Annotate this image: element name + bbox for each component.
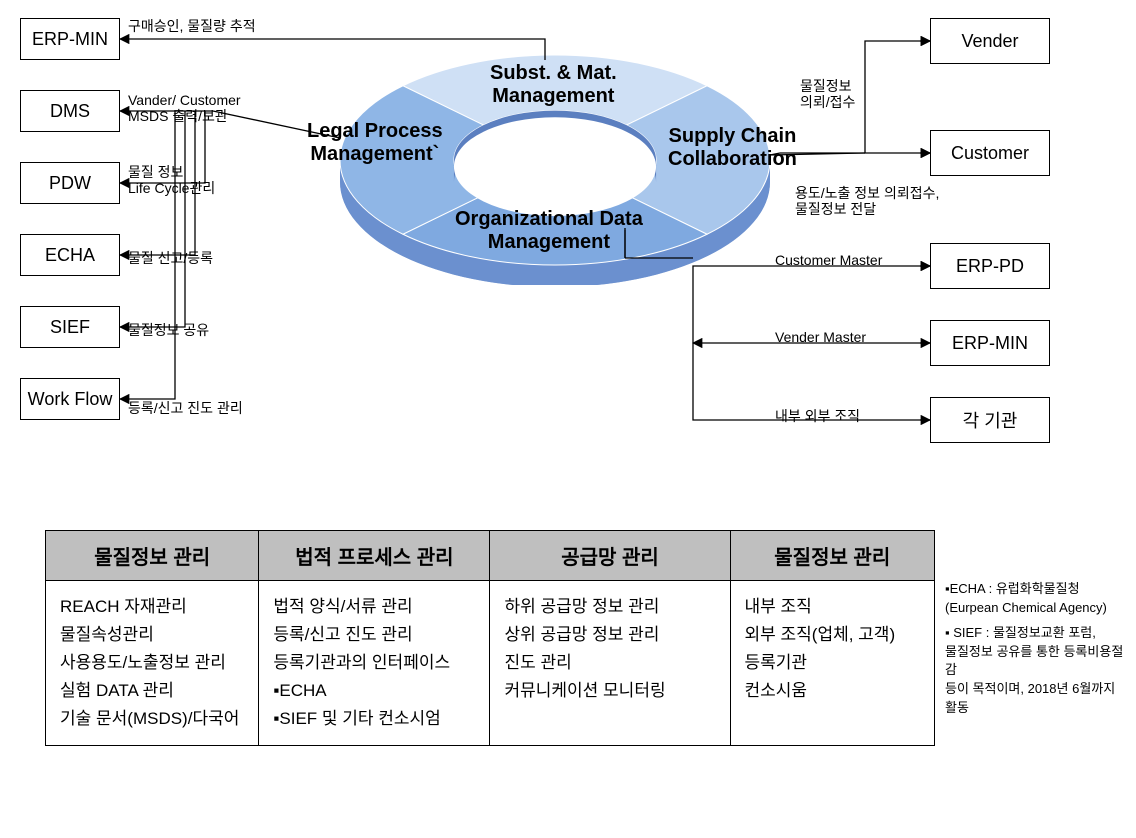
table-header-row: 물질정보 관리법적 프로세스 관리공급망 관리물질정보 관리: [46, 531, 935, 581]
table-header-2: 공급망 관리: [490, 531, 730, 581]
edge-label-e-vender: 물질정보의뢰/접수: [800, 78, 855, 110]
edge-label-e-customer: 용도/노출 정보 의뢰접수,물질정보 전달: [795, 185, 939, 217]
right-box-erp-min-r: ERP-MIN: [930, 320, 1050, 366]
category-table: 물질정보 관리법적 프로세스 관리공급망 관리물질정보 관리 REACH 자재관…: [45, 530, 935, 746]
table-cell-2: 하위 공급망 정보 관리상위 공급망 정보 관리진도 관리커뮤니케이션 모니터링: [490, 581, 730, 746]
edge-label-e-erp-pd: Customer Master: [775, 252, 882, 268]
right-box-orgs: 각 기관: [930, 397, 1050, 443]
table-header-0: 물질정보 관리: [46, 531, 259, 581]
edge-label-e-workflow: 등록/신고 진도 관리: [128, 398, 243, 418]
right-box-vender: Vender: [930, 18, 1050, 64]
left-box-erp-min-l: ERP-MIN: [20, 18, 120, 60]
edge-label-e-erp-min-l: 구매승인, 물질량 추적: [128, 16, 256, 36]
table-cell-1: 법적 양식/서류 관리등록/신고 진도 관리등록기관과의 인터페이스▪ECHA▪…: [259, 581, 490, 746]
system-architecture-diagram: ERP-MIN DMS PDW ECHA SIEF Work Flow Vender Cust…: [0, 0, 1136, 500]
edge-label-e-sief: 물질정보 공유: [128, 320, 209, 340]
edge-label-e-orgs: 내부 외부 조직: [775, 406, 860, 426]
table-header-1: 법적 프로세스 관리: [259, 531, 490, 581]
ring-label-1: Supply ChainCollaboration: [668, 125, 797, 171]
table: 물질정보 관리법적 프로세스 관리공급망 관리물질정보 관리 REACH 자재관…: [45, 530, 935, 746]
table-cell-3: 내부 조직외부 조직(업체, 고객)등록기관컨소시움: [730, 581, 935, 746]
left-box-sief: SIEF: [20, 306, 120, 348]
table-header-3: 물질정보 관리: [730, 531, 935, 581]
left-box-workflow: Work Flow: [20, 378, 120, 420]
legend-item-1: ▪ SIEF : 물질정보교환 포럼, 물질정보 공유를 통한 등록비용절감 등…: [945, 624, 1125, 718]
right-box-erp-pd: ERP-PD: [930, 243, 1050, 289]
ring-label-2: Organizational DataManagement: [455, 208, 643, 254]
left-box-pdw: PDW: [20, 162, 120, 204]
edge-label-e-erp-min-r: Vender Master: [775, 329, 866, 345]
table-cell-0: REACH 자재관리물질속성관리사용용도/노출정보 관리실험 DATA 관리기술…: [46, 581, 259, 746]
edge-label-e-dms: Vander/ CustomerMSDS 출력/보관: [128, 92, 241, 124]
edge-label-e-pdw: 물질 정보Life Cycle관리: [128, 164, 215, 196]
left-box-dms: DMS: [20, 90, 120, 132]
ring-label-0: Subst. & Mat.Management: [490, 62, 617, 108]
ring-label-3: Legal ProcessManagement`: [307, 120, 443, 166]
table-body-row: REACH 자재관리물질속성관리사용용도/노출정보 관리실험 DATA 관리기술…: [46, 581, 935, 746]
left-box-echa: ECHA: [20, 234, 120, 276]
right-box-customer: Customer: [930, 130, 1050, 176]
legend: ▪ECHA : 유럽화학물질청 (Eurpean Chemical Agency…: [945, 580, 1125, 724]
edge-label-e-echa: 물질 신고/등록: [128, 248, 213, 268]
legend-item-0: ▪ECHA : 유럽화학물질청 (Eurpean Chemical Agency…: [945, 580, 1125, 618]
